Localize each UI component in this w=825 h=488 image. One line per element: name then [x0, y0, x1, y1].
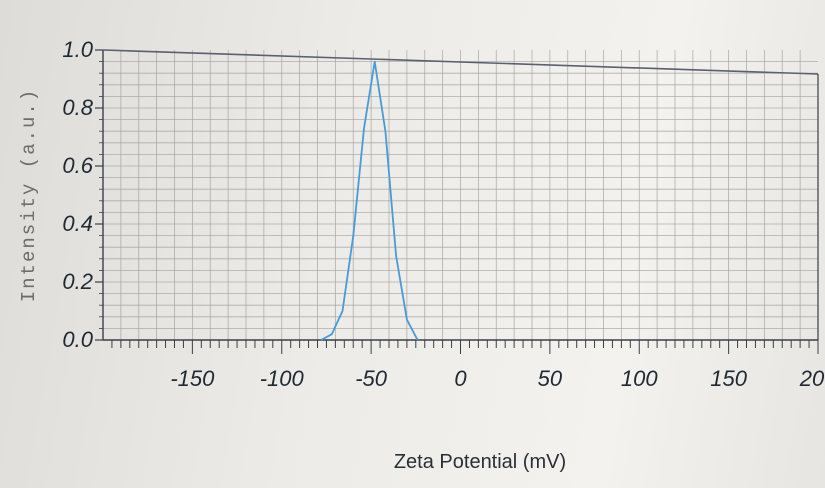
x-tick-label: 50 — [538, 366, 563, 391]
x-tick-label: -100 — [260, 366, 305, 391]
y-tick-label: 0.8 — [62, 95, 93, 120]
x-tick-label: -50 — [355, 366, 388, 391]
x-axis-title: Zeta Potential (mV) — [394, 451, 566, 473]
axes — [95, 49, 819, 354]
tick-labels: -150 -100 -50 0 50 100 150 20 0.0 0.2 0.4 0.6 0.8 1.0 — [62, 37, 825, 391]
x-tick-label: 150 — [710, 366, 747, 391]
series-line — [320, 60, 419, 341]
x-tick-label: 100 — [621, 366, 658, 391]
y-axis-title: Intensity (a.u.) — [18, 88, 40, 302]
y-tick-label: 1.0 — [62, 37, 93, 62]
y-tick-label: 0.2 — [62, 269, 93, 294]
grid — [103, 50, 818, 340]
series-group — [320, 60, 419, 341]
y-tick-label: 0.0 — [62, 327, 93, 352]
x-tick-label: 0 — [454, 366, 467, 391]
top-border-line — [102, 49, 819, 75]
y-tick-label: 0.6 — [62, 153, 93, 178]
x-tick-label: -150 — [170, 366, 215, 391]
y-tick-label: 0.4 — [62, 211, 93, 236]
x-tick-label: 20 — [799, 366, 825, 391]
